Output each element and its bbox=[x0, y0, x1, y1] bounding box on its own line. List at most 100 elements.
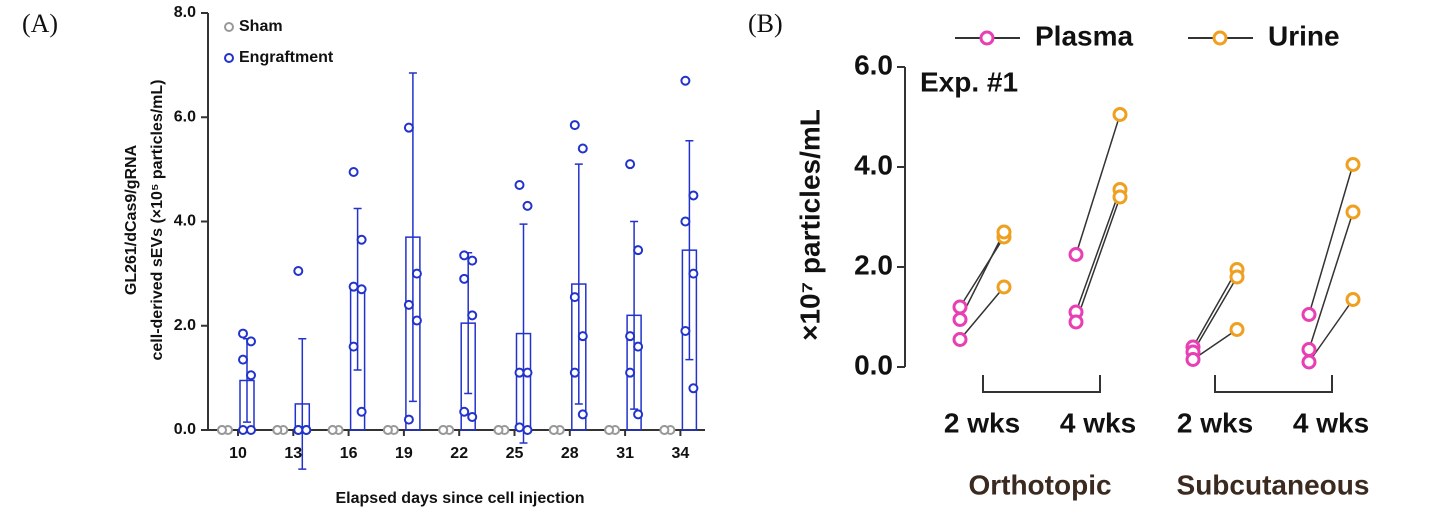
data-point bbox=[1301, 342, 1317, 357]
y-tick-label: 6.0 bbox=[174, 108, 196, 125]
x-tick-label: 22 bbox=[450, 445, 468, 462]
legend-label: Urine bbox=[1268, 20, 1340, 51]
data-point bbox=[569, 292, 580, 303]
pair-line bbox=[1308, 299, 1354, 363]
data-point bbox=[952, 312, 968, 327]
pair-line bbox=[1192, 269, 1238, 348]
x-tick-label: 10 bbox=[229, 445, 247, 462]
data-point bbox=[680, 75, 691, 86]
data-point bbox=[467, 255, 478, 266]
data-point bbox=[459, 273, 470, 284]
x-tick-label: 31 bbox=[616, 445, 634, 462]
data-point bbox=[467, 411, 478, 422]
pair-line bbox=[1308, 211, 1354, 350]
group-label: Subcutaneous bbox=[1177, 469, 1370, 500]
data-point bbox=[1301, 354, 1317, 370]
data-point bbox=[403, 299, 414, 310]
data-point bbox=[1229, 269, 1245, 285]
data-point bbox=[952, 299, 968, 315]
data-point bbox=[522, 425, 533, 435]
legend-label: Plasma bbox=[1035, 20, 1133, 51]
x-tick-label: 2 wks bbox=[944, 407, 1020, 438]
pair-line bbox=[959, 236, 1005, 308]
data-point bbox=[952, 332, 968, 347]
data-point bbox=[688, 268, 699, 279]
data-point bbox=[514, 180, 525, 191]
data-point bbox=[438, 425, 449, 435]
data-point bbox=[246, 336, 256, 347]
legend-label: Sham bbox=[239, 18, 283, 35]
data-point bbox=[246, 370, 256, 381]
x-tick-label: 34 bbox=[672, 445, 690, 462]
x-tick-label: 19 bbox=[395, 445, 413, 462]
data-point bbox=[348, 166, 359, 177]
data-point bbox=[403, 414, 414, 425]
data-point bbox=[1345, 292, 1361, 307]
data-point bbox=[569, 367, 580, 378]
data-point bbox=[680, 325, 691, 336]
pair-line bbox=[1075, 196, 1121, 323]
data-point bbox=[569, 120, 580, 131]
pair-line bbox=[959, 231, 1005, 320]
x-tick-label: 13 bbox=[284, 445, 302, 462]
y-axis-label: GL261/dCas9/gRNA bbox=[123, 144, 140, 295]
panel-label: (B) bbox=[748, 9, 783, 38]
y-tick-label: 0.0 bbox=[174, 421, 196, 438]
error-bar bbox=[298, 338, 307, 470]
pair-line bbox=[1192, 276, 1238, 353]
error-bar bbox=[574, 163, 583, 405]
data-point bbox=[493, 425, 504, 435]
data-point bbox=[548, 425, 559, 435]
y-tick-label: 8.0 bbox=[174, 4, 196, 21]
y-axis-label: cell-derived sEVs (×10⁵ particles/mL) bbox=[149, 80, 166, 361]
data-point bbox=[293, 425, 304, 435]
pair-line bbox=[1075, 189, 1121, 313]
data-point bbox=[327, 425, 338, 435]
data-point bbox=[382, 425, 393, 435]
data-point bbox=[1068, 314, 1084, 330]
y-tick-label: 0.0 bbox=[854, 349, 893, 380]
data-point bbox=[688, 190, 699, 201]
x-tick-label: 4 wks bbox=[1060, 407, 1136, 438]
legend-marker bbox=[1212, 30, 1228, 46]
data-point bbox=[1185, 352, 1201, 367]
group-label: Orthotopic bbox=[968, 469, 1111, 500]
data-point bbox=[996, 224, 1012, 240]
data-point bbox=[301, 425, 312, 435]
data-point bbox=[522, 367, 533, 378]
y-tick-label: 2.0 bbox=[854, 249, 893, 280]
data-point bbox=[238, 328, 248, 339]
x-axis-label: Elapsed days since cell injection bbox=[336, 490, 585, 507]
data-point bbox=[459, 406, 470, 417]
x-tick-label: 25 bbox=[506, 445, 524, 462]
data-point bbox=[246, 425, 256, 435]
data-point bbox=[633, 409, 644, 420]
data-point bbox=[1345, 157, 1361, 172]
data-point bbox=[688, 383, 699, 394]
data-point bbox=[522, 200, 533, 211]
data-point bbox=[1068, 247, 1084, 262]
error-bar bbox=[685, 139, 694, 361]
data-point bbox=[625, 331, 636, 342]
error-bar bbox=[519, 223, 528, 444]
data-point bbox=[625, 159, 636, 170]
y-axis-label: ×10⁷ particles/mL bbox=[794, 109, 825, 341]
legend-label: Engraftment bbox=[239, 49, 334, 66]
x-tick-label: 2 wks bbox=[1177, 407, 1253, 438]
data-point bbox=[356, 284, 367, 295]
data-point bbox=[577, 331, 588, 342]
pair-line bbox=[1075, 114, 1121, 255]
data-point bbox=[467, 310, 478, 321]
data-point bbox=[272, 425, 283, 435]
annotation: Exp. #1 bbox=[920, 66, 1018, 97]
data-point bbox=[1229, 322, 1245, 337]
data-point bbox=[1112, 107, 1128, 122]
data-point bbox=[411, 315, 422, 326]
data-point bbox=[238, 354, 248, 365]
panel-label: (A) bbox=[22, 9, 58, 38]
data-point bbox=[680, 216, 691, 227]
data-point bbox=[577, 409, 588, 420]
x-tick-label: 16 bbox=[340, 445, 358, 462]
pair-line bbox=[959, 286, 1005, 340]
